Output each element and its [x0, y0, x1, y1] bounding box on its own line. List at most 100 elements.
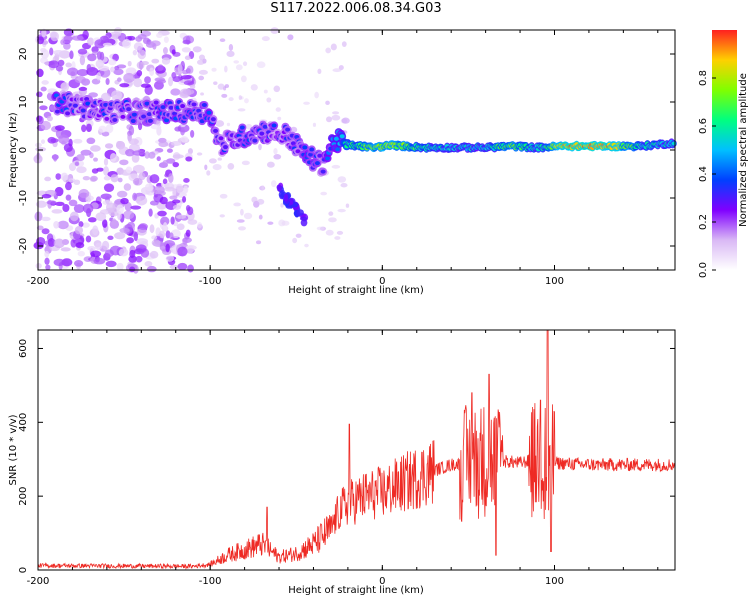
heatmap-cell — [81, 222, 90, 228]
heatmap-cell — [133, 77, 143, 88]
heatmap-cell — [270, 180, 277, 188]
heatmap-cell — [328, 211, 334, 216]
heatmap-cell — [240, 208, 244, 216]
heatmap-cell — [36, 225, 44, 231]
heatmap-cell — [223, 145, 229, 150]
heatmap-cell — [160, 105, 166, 110]
heatmap-cell — [53, 220, 60, 229]
heatmap-cell — [63, 42, 71, 50]
heatmap-cell — [258, 214, 263, 220]
spectrogram-ridge — [51, 91, 677, 177]
heatmap-cell — [44, 257, 50, 265]
heatmap-cell — [76, 166, 87, 174]
heatmap-cell — [109, 66, 115, 73]
heatmap-cell — [53, 258, 65, 267]
heatmap-cell — [87, 246, 96, 251]
heatmap-cell — [235, 64, 243, 71]
heatmap-cell — [302, 145, 308, 150]
heatmap-cell — [119, 83, 130, 88]
heatmap-cell — [263, 89, 268, 94]
heatmap-cell — [49, 47, 54, 56]
heatmap-cell — [340, 182, 348, 188]
heatmap-cell — [132, 192, 138, 201]
heatmap-cell — [238, 226, 246, 231]
heatmap-cell — [148, 208, 153, 217]
heatmap-cell — [44, 61, 50, 66]
heatmap-cell — [54, 201, 65, 207]
colorbar-ticks: 0.0 0.2 0.4 0.6 0.8 — [698, 70, 716, 278]
heatmap-cell — [41, 228, 50, 235]
heatmap-cell — [152, 42, 157, 50]
colorbar-gradient — [712, 30, 737, 270]
heatmap-cell — [93, 257, 106, 265]
heatmap-cell — [80, 108, 86, 113]
heatmap-cell — [233, 60, 240, 64]
heatmap-cell — [127, 60, 132, 67]
heatmap-cell — [325, 100, 330, 106]
heatmap-cell — [330, 43, 337, 51]
heatmap-cell — [66, 67, 79, 76]
heatmap-cell — [250, 84, 258, 91]
heatmap-cell — [47, 238, 56, 247]
heatmap-cell — [114, 232, 126, 240]
heatmap-cell — [61, 258, 73, 267]
heatmap-cell — [325, 156, 331, 161]
heatmap-cell — [85, 197, 92, 203]
heatmap-cell — [41, 80, 49, 85]
heatmap-cell — [123, 183, 132, 191]
heatmap-cell — [168, 105, 174, 110]
heatmap-cell — [40, 86, 47, 92]
heatmap-cell — [149, 224, 155, 234]
heatmap-cell — [236, 219, 245, 223]
heatmap-cell — [158, 230, 166, 239]
heatmap-cell — [137, 34, 147, 40]
heatmap-cell — [177, 262, 188, 271]
heatmap-cell — [132, 150, 145, 156]
heatmap-cell — [185, 156, 193, 162]
heatmap-cell — [345, 203, 350, 208]
heatmap-cell — [217, 157, 222, 161]
heatmap-cell — [44, 176, 52, 182]
heatmap-cell — [171, 49, 176, 55]
heatmap-cell — [93, 157, 98, 162]
heatmap-cell — [128, 255, 138, 263]
heatmap-cell — [190, 129, 195, 138]
heatmap-cell — [54, 125, 65, 131]
heatmap-cell — [53, 93, 59, 98]
heatmap-cell — [328, 217, 337, 223]
heatmap-cell — [334, 236, 341, 240]
heatmap-cell — [91, 168, 99, 174]
heatmap-cell — [162, 222, 168, 231]
heatmap-cell — [172, 199, 181, 204]
heatmap-cell — [162, 47, 168, 55]
heatmap-cell — [57, 220, 69, 230]
heatmap-cell — [40, 120, 51, 131]
heatmap-cell — [46, 200, 57, 205]
snr-y-tick-label: 400 — [18, 413, 29, 432]
heatmap-cell — [219, 193, 228, 199]
heatmap-cell — [36, 68, 44, 78]
heatmap-cell — [256, 61, 266, 69]
heatmap-cell — [176, 223, 185, 231]
heatmap-cell — [60, 39, 66, 45]
heatmap-cell — [132, 49, 138, 56]
heatmap-cell — [150, 124, 162, 130]
heatmap-cell — [187, 219, 198, 225]
heatmap-cell — [175, 185, 184, 193]
heatmap-cell — [162, 178, 168, 185]
heatmap-cell — [120, 114, 126, 119]
snr-x-tick-label: -100 — [199, 576, 222, 587]
heatmap-cell — [116, 262, 124, 271]
heatmap-cell — [165, 255, 175, 262]
heatmap-cell — [68, 199, 78, 207]
heatmap-cell — [181, 47, 191, 53]
heatmap-cell — [273, 148, 278, 155]
heatmap-cell — [53, 238, 65, 249]
heatmap-cell — [40, 139, 46, 144]
heatmap-cell — [65, 111, 71, 116]
heatmap-cell — [90, 250, 102, 258]
heatmap-cell — [78, 221, 84, 228]
snr-y-tick-label: 0 — [18, 567, 29, 573]
heatmap-cell — [96, 51, 102, 60]
